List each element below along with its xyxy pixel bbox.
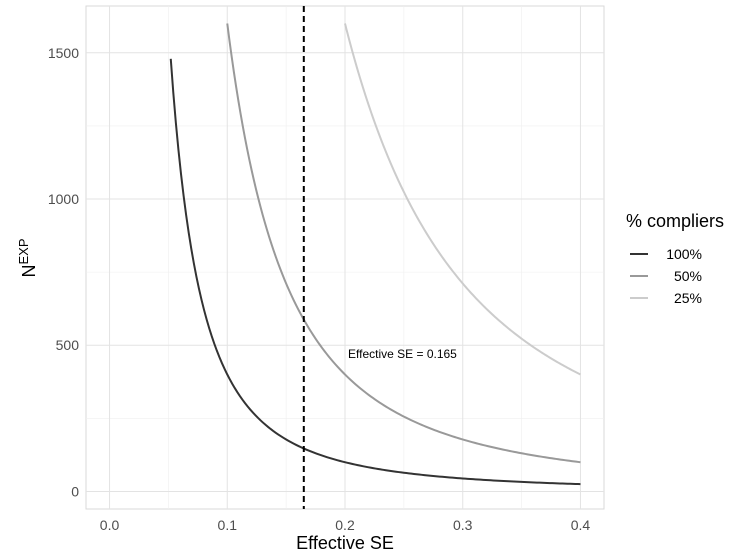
y-tick-label: 1000: [48, 191, 79, 207]
series-line: [169, 58, 581, 486]
legend-label: 100%: [666, 246, 702, 262]
series-line: [226, 23, 581, 464]
y-axis-ticks: 0 500 1000 1500: [48, 45, 79, 500]
y-tick-label: 0: [71, 483, 79, 499]
y-axis-title: NEXP: [16, 238, 39, 277]
y-tick-label: 500: [56, 337, 80, 353]
legend-label: 25%: [674, 290, 702, 306]
y-tick-label: 1500: [48, 45, 79, 61]
x-axis-title: Effective SE: [296, 533, 394, 553]
legend: % compliers 100% 50% 25%: [626, 211, 724, 306]
x-tick-label: 0.4: [571, 517, 591, 533]
x-tick-label: 0.3: [453, 517, 473, 533]
legend-label: 50%: [674, 268, 702, 284]
series-lines: [169, 23, 581, 486]
x-tick-label: 0.0: [100, 517, 120, 533]
x-tick-label: 0.2: [335, 517, 355, 533]
grid-major: [86, 6, 604, 509]
y-axis-title-sup: EXP: [16, 238, 31, 264]
annotation-label: Effective SE = 0.165: [348, 347, 457, 361]
legend-items: 100% 50% 25%: [630, 246, 702, 306]
x-tick-label: 0.1: [218, 517, 238, 533]
y-axis-title-main: N: [19, 265, 39, 278]
legend-title: % compliers: [626, 211, 724, 231]
series-line: [344, 23, 581, 376]
x-axis-ticks: 0.0 0.1 0.2 0.3 0.4: [100, 517, 591, 533]
